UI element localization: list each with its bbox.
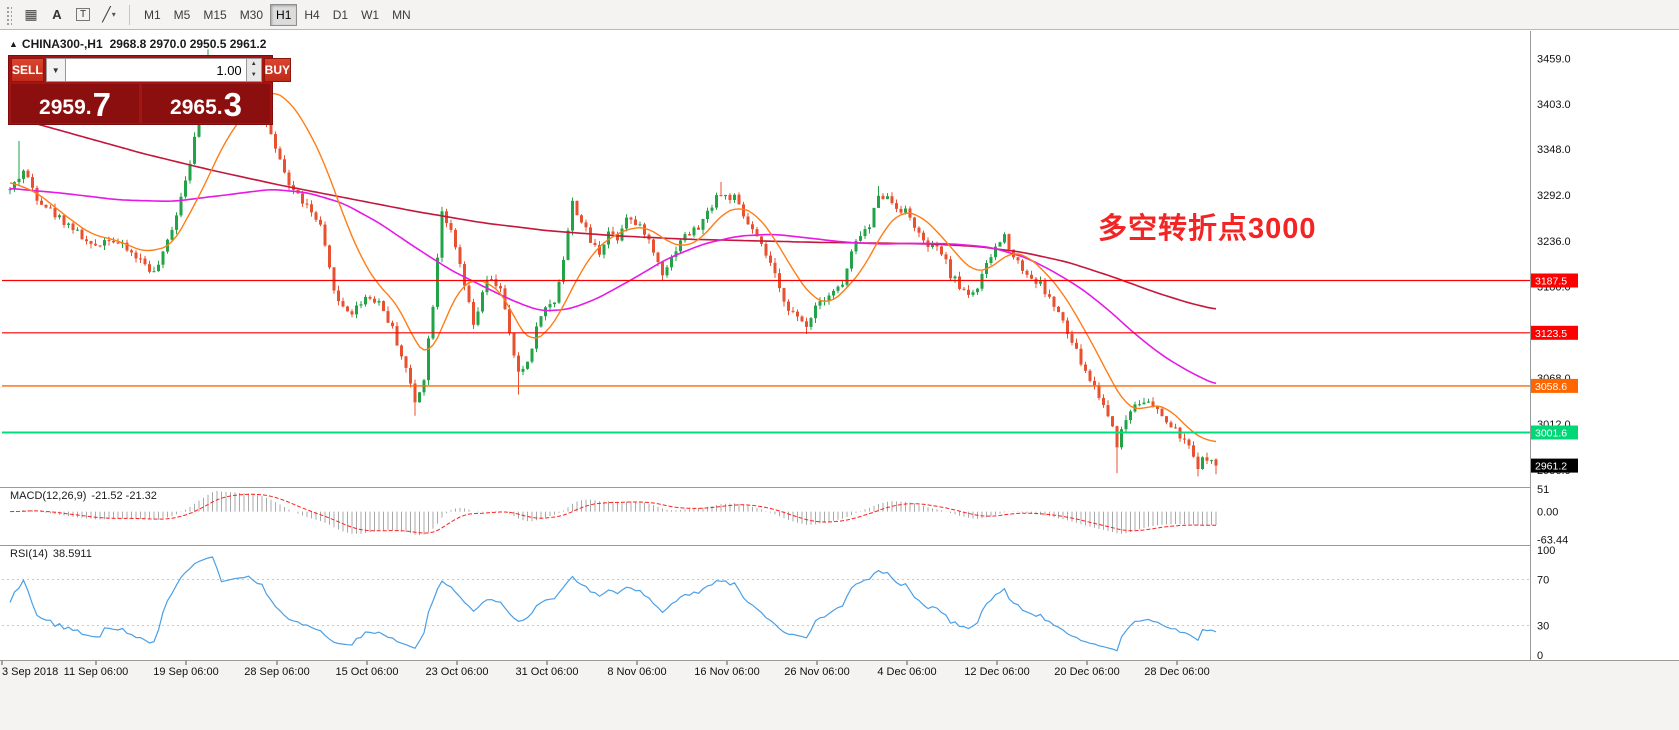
price-tick-label: 3459.0 xyxy=(1537,53,1571,65)
text-tool-icon[interactable]: T xyxy=(71,3,95,27)
symbol-name: CHINA300-,H1 xyxy=(21,37,103,51)
rsi-line xyxy=(9,556,1217,652)
svg-text:3123.5: 3123.5 xyxy=(1535,328,1567,340)
price-tick-label: 3348.0 xyxy=(1537,144,1571,156)
timeframe-button-h1[interactable]: H1 xyxy=(270,3,298,26)
time-axis-strip[interactable] xyxy=(0,661,1679,730)
macd-header: MACD(12,26,9) -21.52 -21.32 xyxy=(10,490,157,502)
time-label: 26 Nov 06:00 xyxy=(784,666,849,678)
price-tick-label: 3236.0 xyxy=(1537,236,1571,248)
letter-a-icon: A xyxy=(52,7,62,22)
rsi-tick-label: 70 xyxy=(1537,575,1549,587)
timeframe-button-d1[interactable]: D1 xyxy=(332,7,349,22)
macd-tick-label: -63.44 xyxy=(1537,534,1568,546)
ohlc-values: 2968.8 2970.0 2950.5 2961.2 xyxy=(109,37,267,51)
time-label: 28 Dec 06:00 xyxy=(1144,666,1209,678)
time-label: 20 Dec 06:00 xyxy=(1054,666,1119,678)
price-tick-label: 3292.0 xyxy=(1537,190,1571,202)
sell-button[interactable]: SELL xyxy=(11,58,44,82)
buy-price-big-digit: 3 xyxy=(223,86,242,123)
sell-price-big-digit: 7 xyxy=(92,86,111,123)
symbol-header: ▲ CHINA300-,H1 2968.8 2970.0 2950.5 2961.2 xyxy=(9,37,266,51)
macd-tick-label: 51 xyxy=(1537,484,1549,496)
text-t-icon: T xyxy=(75,8,91,21)
volume-dropdown-button[interactable]: ▼ xyxy=(45,58,66,82)
timeframe-button-m1[interactable]: M1 xyxy=(144,7,161,22)
shapes-tool-icon[interactable]: ╱ ▾ xyxy=(97,3,121,27)
toolbar-separator xyxy=(129,4,130,25)
svg-text:3058.6: 3058.6 xyxy=(1535,381,1567,393)
macd-values: -21.52 -21.32 xyxy=(91,490,157,502)
chart-annotation: 多空转折点3000 xyxy=(1098,213,1317,245)
rsi-value: 38.5911 xyxy=(52,548,92,560)
timeframe-button-m30[interactable]: M30 xyxy=(239,7,264,22)
sell-price-main: 2959. xyxy=(39,96,92,119)
time-label: 19 Sep 06:00 xyxy=(153,666,218,678)
chart-grid-icon[interactable]: ▦ xyxy=(19,3,43,27)
rsi-name: RSI(14) xyxy=(10,548,48,560)
buy-button[interactable]: BUY xyxy=(263,58,292,82)
timeframe-button-m5[interactable]: M5 xyxy=(173,7,191,22)
macd-signal-line xyxy=(9,493,1216,534)
price-badge-3187.5[interactable]: 3187.5 xyxy=(1531,273,1578,288)
rsi-header: RSI(14) 38.5911 xyxy=(10,548,92,560)
macd-tick-label: 0.00 xyxy=(1537,507,1558,519)
price-badge-3123.5[interactable]: 3123.5 xyxy=(1531,325,1578,340)
toolbar-grip-handle[interactable] xyxy=(5,4,12,25)
price-tick-label: 3403.0 xyxy=(1537,99,1571,111)
macd-name: MACD(12,26,9) xyxy=(10,490,87,502)
annotation-tool-icon[interactable]: A xyxy=(45,3,69,27)
trendline-icon: ╱ xyxy=(102,6,111,22)
price-badge-2961.2[interactable]: 2961.2 xyxy=(1531,458,1578,473)
rsi-tick-label: 0 xyxy=(1537,650,1543,662)
svg-text:3001.6: 3001.6 xyxy=(1535,428,1567,440)
rsi-tick-label: 100 xyxy=(1537,545,1555,557)
timeframe-button-m15[interactable]: M15 xyxy=(203,7,227,22)
volume-input[interactable] xyxy=(65,58,247,82)
time-label: 23 Oct 06:00 xyxy=(426,666,489,678)
rsi-tick-label: 30 xyxy=(1537,621,1549,633)
volume-control: ▼ ▲ ▼ xyxy=(45,58,262,82)
time-label: 8 Nov 06:00 xyxy=(607,666,666,678)
timeframe-button-h4[interactable]: H4 xyxy=(304,7,320,22)
time-label: 4 Dec 06:00 xyxy=(877,666,936,678)
macd-histogram xyxy=(14,491,1217,536)
ma-line-mid xyxy=(9,187,1217,385)
ma-line-fast xyxy=(9,92,1217,443)
one-click-toggle-icon[interactable]: ▲ xyxy=(9,39,18,49)
svg-text:2961.2: 2961.2 xyxy=(1535,461,1567,473)
volume-decrease-button[interactable]: ▼ xyxy=(250,72,257,78)
time-label: 3 Sep 2018 xyxy=(2,666,58,678)
one-click-trading-panel: SELL ▼ ▲ ▼ BUY 2959.7 2965.3 xyxy=(8,55,292,125)
sell-price-display[interactable]: 2959. 7 xyxy=(11,84,139,123)
volume-spinner: ▲ ▼ xyxy=(246,58,262,82)
time-label: 15 Oct 06:00 xyxy=(336,666,399,678)
time-label: 11 Sep 06:00 xyxy=(64,666,129,678)
time-label: 28 Sep 06:00 xyxy=(244,666,309,678)
top-toolbar: ▦ A T ╱ ▾ M1 M5 M15 M30 H1 H4 D1 W1 MN xyxy=(0,0,1679,30)
timeframe-button-mn[interactable]: MN xyxy=(392,7,411,22)
buy-price-display[interactable]: 2965. 3 xyxy=(142,84,270,123)
timeframe-button-w1[interactable]: W1 xyxy=(361,7,380,22)
volume-increase-button[interactable]: ▲ xyxy=(250,61,257,67)
price-badge-3058.6[interactable]: 3058.6 xyxy=(1531,378,1578,393)
timeframe-button-group: M1 M5 M15 M30 H1 H4 D1 W1 MN xyxy=(138,3,417,26)
time-label: 16 Nov 06:00 xyxy=(694,666,759,678)
chevron-down-icon: ▾ xyxy=(111,10,116,19)
grid-icon: ▦ xyxy=(24,6,38,22)
price-badge-3001.6[interactable]: 3001.6 xyxy=(1531,425,1578,440)
svg-text:3187.5: 3187.5 xyxy=(1535,275,1567,287)
time-label: 31 Oct 06:00 xyxy=(516,666,579,678)
buy-price-main: 2965. xyxy=(170,96,223,119)
time-label: 12 Dec 06:00 xyxy=(964,666,1029,678)
